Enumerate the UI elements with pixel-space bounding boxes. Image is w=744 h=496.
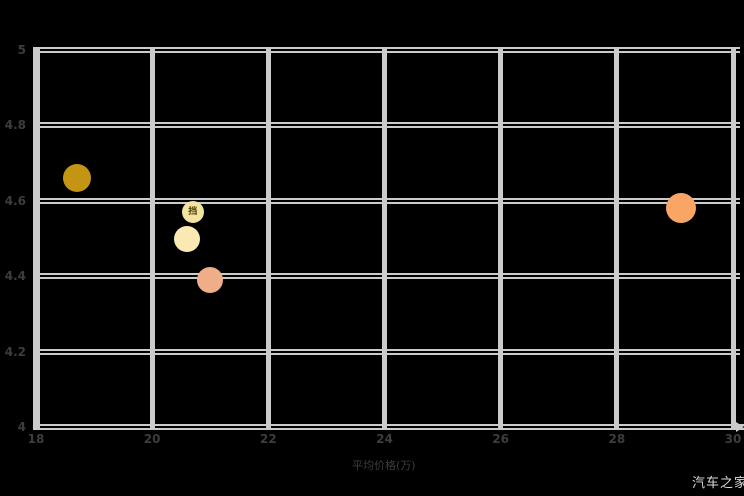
watermark-autohome: 汽车之家: [692, 476, 744, 491]
gridline-horizontal: [33, 122, 740, 129]
gridline-horizontal: [33, 273, 740, 280]
x-tick-label: 22: [259, 432, 277, 446]
gridline-vertical: [498, 47, 504, 430]
gridline-vertical: [265, 47, 271, 430]
gridline-horizontal: [33, 47, 740, 53]
gridline-vertical: [149, 47, 155, 430]
y-tick-label: 4.8: [4, 118, 26, 133]
y-tick-label: 5: [17, 43, 26, 57]
y-tick-label: 4.6: [4, 193, 26, 208]
x-tick-label: 26: [492, 432, 510, 446]
gridline-horizontal: [33, 197, 740, 204]
x-tick-label: 18: [27, 432, 45, 446]
scatter-point[interactable]: [197, 266, 224, 293]
scatter-point-label: 挡: [188, 206, 198, 217]
y-tick-label: 4.2: [4, 344, 26, 359]
y-tick-label: 4.4: [4, 269, 26, 284]
x-tick-label: 20: [143, 432, 161, 446]
scatter-point[interactable]: [174, 225, 201, 252]
x-axis-title: 平均价格(万): [352, 459, 416, 472]
scatter-point[interactable]: [62, 164, 91, 193]
gridline-vertical: [32, 47, 40, 430]
x-tick-label: 30: [724, 432, 742, 446]
gridline-horizontal: [33, 424, 744, 430]
gridline-vertical: [382, 47, 387, 430]
x-tick-label: 24: [376, 432, 393, 446]
gridline-vertical: [730, 47, 736, 430]
scatter-point[interactable]: 挡: [181, 201, 204, 224]
x-tick-label: 28: [608, 432, 626, 446]
gridline-horizontal: [33, 348, 740, 355]
scatter-point[interactable]: [665, 193, 696, 224]
x-axis-arrow: [736, 422, 744, 432]
y-tick-label: 4: [17, 420, 26, 434]
gridline-vertical: [614, 47, 620, 430]
